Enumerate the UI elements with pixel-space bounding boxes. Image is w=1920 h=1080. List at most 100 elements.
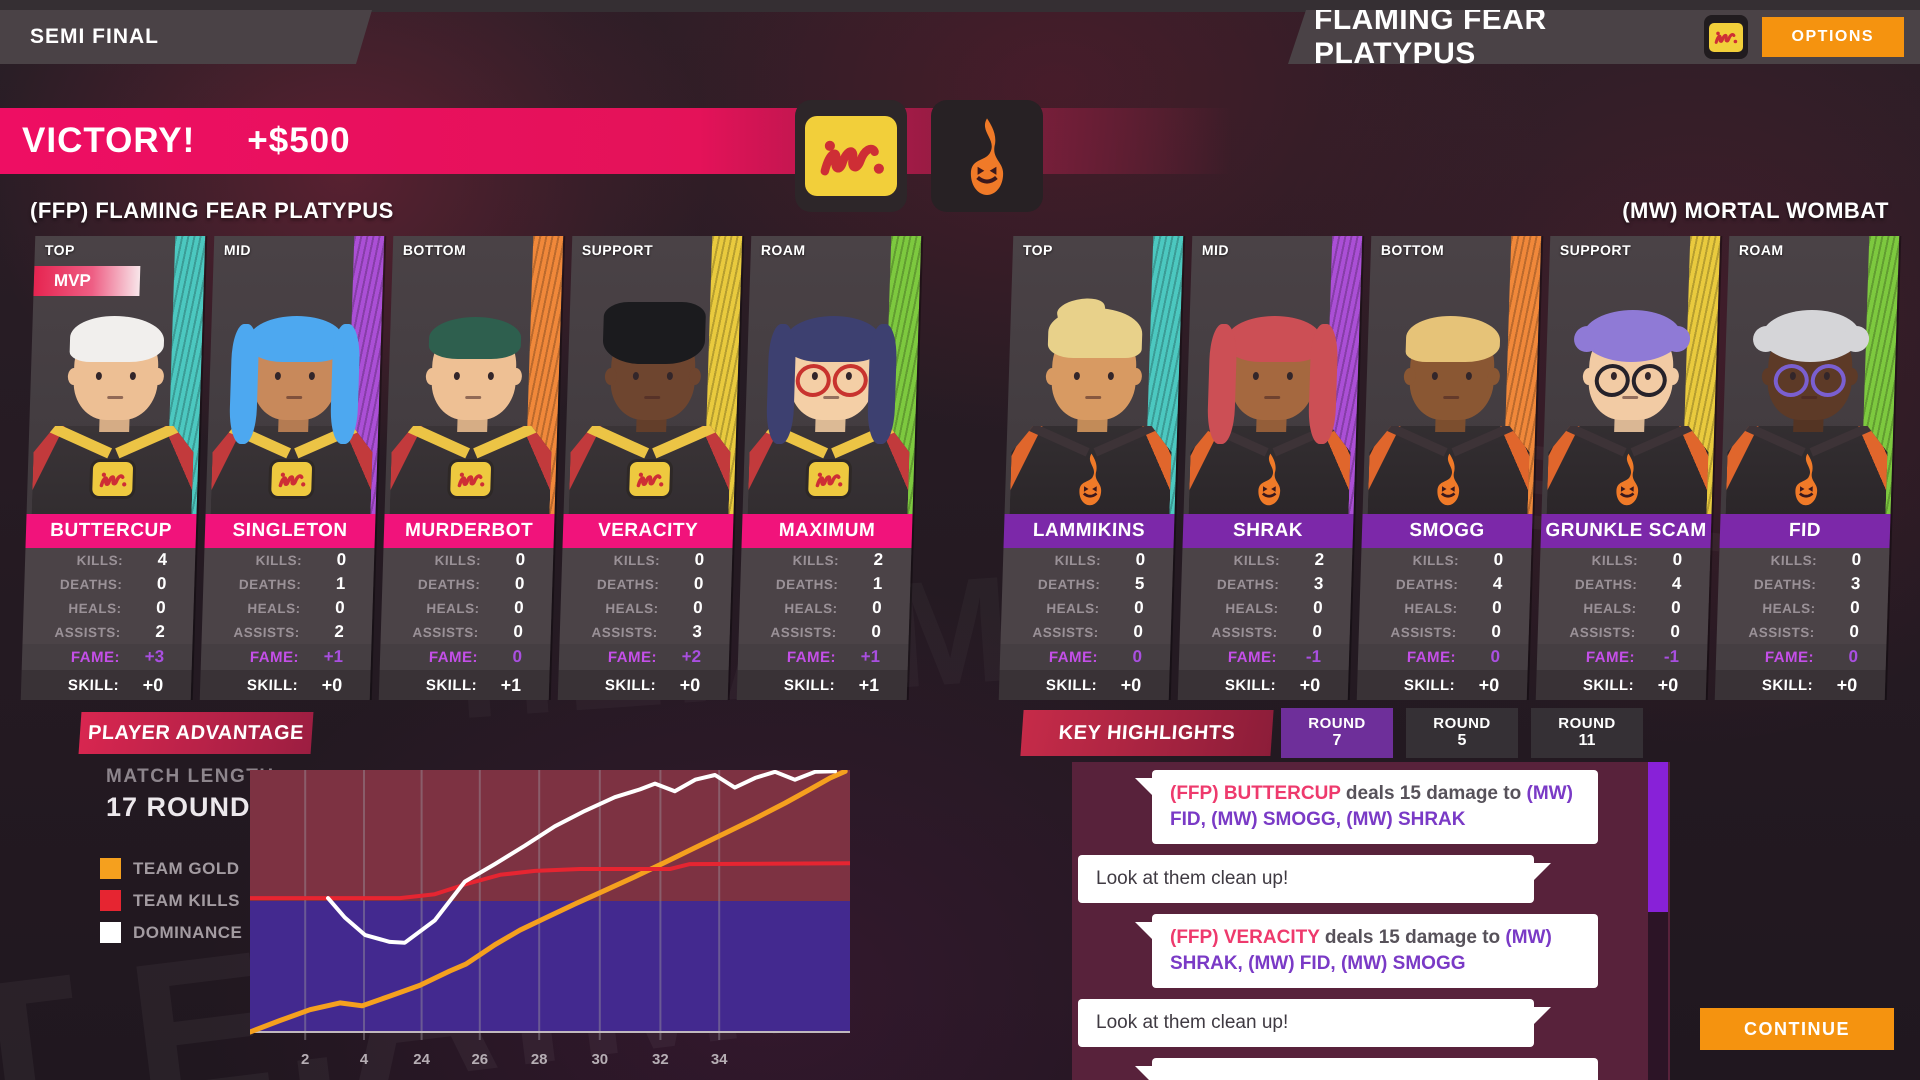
legend-swatch [100, 890, 121, 911]
skill-row: SKILL: +1 [736, 670, 908, 700]
kills-row: KILLS: 2 [792, 550, 884, 569]
player-avatar [1542, 274, 1720, 514]
jersey [1368, 426, 1531, 514]
player-stats: KILLS: 0 DEATHS: 0 HEALS: 0 ASSISTS: 0 [380, 548, 554, 644]
round-tab[interactable]: ROUND 11 [1531, 708, 1643, 758]
stage-banner: SEMI FINAL [0, 10, 372, 64]
heals-row: HEALS: 0 [1046, 598, 1144, 617]
player-stats: KILLS: 0 DEATHS: 0 HEALS: 0 ASSISTS: 3 [559, 548, 733, 644]
role-label: ROAM [1738, 242, 1784, 258]
player-hair [1582, 310, 1682, 362]
x-tick-label: 30 [591, 1051, 609, 1068]
legend-swatch [100, 922, 121, 943]
player-card: SUPPORT MVP VERACITY KILLS:0 DEA [557, 236, 743, 700]
kills-row: KILLS: 0 [1412, 550, 1504, 569]
fame-row: FAME: 0 [999, 644, 1171, 670]
player-card: MID MVP SINGLETON KILLS:0 DEATHS [199, 236, 385, 700]
round-tab-number: 5 [1457, 732, 1467, 750]
fame-row: FAME: -1 [1536, 644, 1708, 670]
x-tick-label: 26 [471, 1051, 489, 1068]
kills-row: KILLS: 2 [1233, 550, 1325, 569]
legend-label: DOMINANCE [133, 922, 243, 942]
player-portrait: TOP MVP [26, 236, 206, 514]
player-card: ROAM MVP MAXIMUM KILLS:2 DEATHS: [736, 236, 922, 700]
series-team-gold [247, 768, 848, 1035]
kills-row: KILLS: 0 [1054, 550, 1146, 569]
player-avatar [1184, 274, 1362, 514]
role-label: SUPPORT [581, 242, 654, 258]
mw-player-cards: TOP MVP LAMMIKINS KILLS:0 DEATHS [998, 236, 1900, 700]
player-hair [248, 316, 344, 362]
glasses-icon [1587, 364, 1674, 394]
team-logo-patch [450, 462, 491, 496]
avatar-mouth [107, 396, 124, 399]
message-text: Look at them clean up! [1096, 1012, 1289, 1033]
kills-row: KILLS: 0 [434, 550, 526, 569]
team-logo-patch [271, 462, 312, 496]
jersey [32, 426, 195, 514]
x-tick-label: 32 [652, 1051, 669, 1068]
x-tick-label: 24 [413, 1051, 430, 1068]
avatar-mouth [1443, 396, 1460, 399]
ffp-logo-icon [1708, 22, 1743, 52]
jersey [211, 426, 374, 514]
legend-label: TEAM KILLS [133, 890, 240, 910]
avatar-mouth [286, 396, 303, 399]
assists-row: ASSISTS: 2 [54, 622, 166, 641]
player-card: TOP MVP BUTTERCUP KILLS: 4 DEATHS [20, 236, 206, 700]
player-face [1047, 308, 1144, 420]
round-tab-label: ROUND [1558, 715, 1616, 733]
x-tick-label: 28 [530, 1051, 548, 1068]
player-hair [1405, 316, 1501, 362]
skill-row: SKILL: +0 [1177, 670, 1349, 700]
heals-row: HEALS: 0 [68, 598, 166, 617]
player-portrait: MID MVP [205, 236, 385, 514]
options-button[interactable]: OPTIONS [1761, 17, 1904, 57]
x-tick-label: 4 [359, 1051, 369, 1068]
message-text: Look at them clean up! [1096, 868, 1289, 889]
assists-row: ASSISTS: 0 [1211, 622, 1323, 641]
assists-row: ASSISTS: 0 [770, 622, 882, 641]
highlight-message: (FFP) VERACITY deals 15 damage to (MW) S… [1135, 914, 1598, 988]
player-face [1582, 310, 1682, 420]
team-logo-patch [1240, 450, 1300, 508]
round-tab-label: ROUND [1308, 715, 1366, 733]
role-label: ROAM [760, 242, 806, 258]
mw-flame-icon [970, 118, 1004, 195]
continue-button[interactable]: CONTINUE [1700, 1008, 1894, 1050]
player-name: FID [1719, 514, 1891, 548]
ffp-team-logo [795, 100, 907, 212]
message-text: (FFP) VERACITY [1170, 927, 1320, 948]
team-logo-patch [1598, 450, 1658, 508]
scrollbar-track[interactable] [1648, 762, 1668, 1080]
round-tab[interactable]: ROUND 7 [1281, 708, 1393, 758]
player-avatar [206, 274, 384, 514]
player-card: MID MVP SHRAK KILLS:2 DEATHS:3 [1177, 236, 1363, 700]
skill-row: SKILL: +0 [557, 670, 729, 700]
player-card: SUPPORT MVP GRUNKLE SCAM KILLS:0 [1535, 236, 1721, 700]
player-stats: KILLS: 0 DEATHS: 5 HEALS: 0 ASSISTS: 0 [1000, 548, 1174, 644]
player-avatar [743, 274, 921, 514]
role-label: MID [223, 242, 252, 258]
message-text: deals 15 damage to [1340, 783, 1527, 804]
player-stats: KILLS: 2 DEATHS: 3 HEALS: 0 ASSISTS: 0 [1179, 548, 1353, 644]
series-team-kills [248, 861, 852, 901]
player-stats: KILLS: 4 DEATHS: 0 HEALS: 0 ASSISTS: 2 [22, 548, 196, 644]
x-tick-label: 2 [301, 1051, 310, 1068]
round-tab[interactable]: ROUND 5 [1406, 708, 1518, 758]
deaths-row: DEATHS: 1 [238, 574, 346, 593]
player-card: BOTTOM MVP MURDERBOT KILLS:0 DEA [378, 236, 564, 700]
fame-row: FAME: 0 [1357, 644, 1529, 670]
player-hair [1761, 310, 1861, 362]
player-hair [428, 317, 522, 359]
header-team-logo [1703, 15, 1748, 59]
scrollbar-thumb[interactable] [1648, 762, 1668, 912]
result-text: VICTORY! [22, 121, 196, 160]
player-portrait: MID MVP [1183, 236, 1363, 514]
assists-row: ASSISTS: 3 [591, 622, 703, 641]
fame-row: FAME: +1 [200, 644, 372, 670]
team-logo-patch [1061, 450, 1121, 508]
player-avatar [385, 274, 563, 514]
jersey [569, 426, 732, 514]
assists-row: ASSISTS: 0 [1569, 622, 1681, 641]
